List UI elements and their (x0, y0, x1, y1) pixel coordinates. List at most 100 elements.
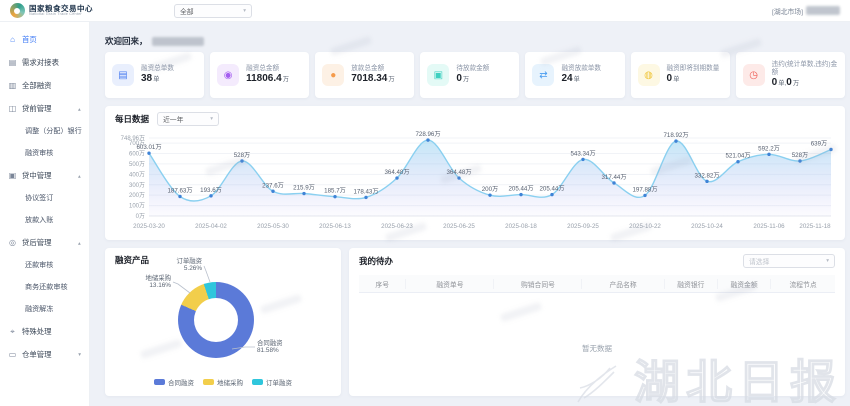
stat-label: 融资总金额 (246, 64, 280, 72)
svg-text:718.92万: 718.92万 (663, 132, 688, 139)
todo-panel: 我的待办 请选择 ▾ 序号 融资单号 购销合同号 产品名称 融资银行 融资金额 流程节点 暂… (349, 248, 845, 396)
stat-label: 违约(统计单数,违约)金额 (771, 60, 838, 76)
sidebar-subitem[interactable]: 协议签订 (25, 194, 54, 202)
stat-card-5: ◍ 融资即将到期数量 0单 (630, 52, 730, 98)
date-range-select[interactable]: 近一年 ▾ (157, 112, 220, 126)
sidebar-subitem[interactable]: 放款入账 (25, 216, 54, 224)
svg-text:0万: 0万 (136, 213, 145, 220)
legend-item[interactable]: 订单融资 (252, 377, 292, 387)
stat-value: 11806.4万 (246, 73, 290, 85)
sidebar-item-6[interactable]: ▣ 贷中管理 ▾ (8, 171, 81, 180)
home-icon: ⌂ (10, 35, 15, 44)
sidebar-item-14[interactable]: ▭ 仓单管理 ▾ (8, 350, 81, 359)
sidebar-item-2[interactable]: ▥ 全部融资 (8, 81, 52, 90)
all-financing-icon: ▥ (8, 81, 17, 90)
svg-text:748.96万: 748.96万 (121, 135, 145, 142)
wallet-icon: ▣ (427, 64, 450, 86)
welcome-name-redacted (151, 36, 204, 46)
svg-text:81.58%: 81.58% (257, 347, 279, 354)
sidebar-subitem[interactable]: 调整（分配）银行 (25, 127, 82, 135)
sidebar-subitem[interactable]: 融资审核 (25, 149, 54, 157)
svg-text:2025-06-25: 2025-06-25 (443, 223, 475, 230)
svg-text:合同融资: 合同融资 (257, 338, 283, 347)
svg-text:728.96万: 728.96万 (415, 131, 440, 138)
post-loan-icon: ◎ (9, 238, 16, 247)
svg-text:528万: 528万 (792, 152, 809, 159)
market-filter-select[interactable]: 全部 ▾ (174, 3, 252, 18)
stat-value: 0单,0万 (771, 77, 800, 89)
pre-loan-icon: ◫ (8, 104, 17, 113)
svg-text:700万: 700万 (129, 140, 145, 147)
legend-item[interactable]: 合同融资 (154, 377, 194, 387)
todo-column-header: 融资金额 (718, 278, 772, 289)
clock-icon: ◷ (742, 64, 765, 86)
svg-text:197.88万: 197.88万 (632, 186, 657, 193)
svg-text:193.6万: 193.6万 (200, 187, 222, 194)
svg-text:528万: 528万 (234, 152, 251, 159)
svg-text:200万: 200万 (482, 186, 499, 193)
market-filter-value: 全部 (180, 8, 194, 16)
todo-filter-placeholder: 请选择 (749, 259, 770, 266)
donut-hole (194, 298, 238, 342)
logo-subtitle: National Grain Trade Center (29, 12, 82, 17)
todo-column-header: 序号 (359, 278, 407, 289)
sidebar-subitem[interactable]: 商务还款审核 (25, 283, 68, 291)
welcome-line: 欢迎回来， (105, 34, 845, 48)
svg-text:200万: 200万 (129, 192, 145, 199)
market-tag: [湖北市场] (772, 8, 803, 16)
sidebar-item-0[interactable]: ⌂ 首页 (0, 28, 89, 51)
todo-title: 我的待办 (359, 256, 394, 266)
warehouse-icon: ▭ (8, 350, 17, 359)
stat-label: 融资总单数 (141, 64, 174, 72)
chevron-icon: ▾ (78, 105, 81, 112)
stat-cards-row: ▤ 融资总单数 38单 ◉ 融资总金额 11806.4万 ● 放款总金额 7018.34万 ▣ 待放… (105, 52, 845, 98)
svg-text:317.44万: 317.44万 (601, 174, 626, 181)
legend-item[interactable]: 地储采购 (203, 377, 243, 387)
sidebar-item-3[interactable]: ◫ 贷前管理 ▾ (8, 104, 81, 113)
sidebar-item-9[interactable]: ◎ 贷后管理 ▾ (9, 238, 81, 247)
svg-text:100万: 100万 (129, 203, 145, 210)
logo-title: 国家粮食交易中心 (29, 3, 93, 13)
svg-text:2025-04-02: 2025-04-02 (195, 223, 227, 230)
stat-value: 38单 (141, 73, 160, 85)
svg-text:500万: 500万 (129, 161, 145, 168)
daily-data-panel: 每日数据 近一年 ▾ 0万 100万 200万 300万 400万 500万 600万 700… (105, 106, 845, 240)
donut-legend: 合同融资 地储采购 订单融资 (105, 377, 341, 387)
sidebar: ⌂ 首页 ▤ 需求对接表 ▥ 全部融资 ◫ 贷前管理 ▾ 调整（分配）银行 融资审核 ▣ 贷中管理 ▾ 协议… (0, 22, 90, 406)
stat-value: 7018.34万 (351, 73, 395, 85)
legend-color-chip (252, 379, 263, 385)
stat-card-0: ▤ 融资总单数 38单 (105, 52, 205, 98)
sidebar-item-1[interactable]: ▤ 需求对接表 (8, 58, 59, 67)
todo-filter-select[interactable]: 请选择 ▾ (743, 254, 835, 268)
stat-value: 0单 (666, 73, 680, 85)
sidebar-subitem[interactable]: 还款审核 (25, 261, 54, 269)
stat-label: 融资放款单数 (561, 64, 601, 72)
svg-text:订单融资: 订单融资 (176, 256, 202, 265)
user-area[interactable]: [湖北市场] (772, 6, 840, 16)
special-icon: ⌖ (10, 326, 15, 336)
svg-text:205.44万: 205.44万 (508, 186, 533, 193)
todo-column-header: 融资银行 (665, 278, 718, 289)
money-bag-icon: ◉ (217, 64, 240, 86)
todo-column-header: 购销合同号 (494, 278, 583, 289)
svg-text:205.44万: 205.44万 (539, 186, 564, 193)
coin-icon: ● (322, 64, 345, 86)
chevron-down-icon: ▾ (210, 116, 214, 122)
stat-card-1: ◉ 融资总金额 11806.4万 (210, 52, 310, 98)
logo: 国家粮食交易中心 National Grain Trade Center (10, 3, 160, 18)
top-bar: 国家粮食交易中心 National Grain Trade Center 全部 … (0, 0, 850, 22)
stat-label: 放款总金额 (351, 64, 385, 72)
svg-text:178.43万: 178.43万 (353, 188, 378, 195)
sidebar-subitem[interactable]: 融资解冻 (25, 305, 54, 313)
legend-color-chip (203, 379, 214, 385)
svg-text:332.82万: 332.82万 (694, 172, 719, 179)
stat-label: 融资即将到期数量 (666, 64, 720, 72)
stat-card-6: ◷ 违约(统计单数,违约)金额 0单,0万 (735, 52, 845, 98)
financing-product-title: 融资产品 (115, 255, 150, 265)
stat-card-3: ▣ 待放款金额 0万 (420, 52, 520, 98)
sidebar-item-13[interactable]: ⌖ 特殊处理 (0, 320, 89, 343)
chevron-icon: ▾ (78, 239, 81, 246)
todo-column-header: 流程节点 (789, 281, 817, 289)
